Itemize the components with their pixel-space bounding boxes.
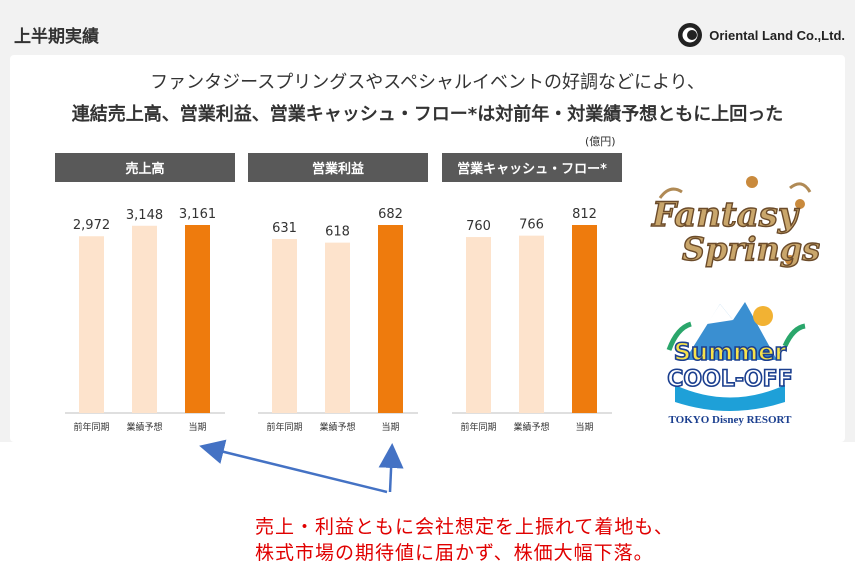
unit-label: (億円) [585, 135, 616, 148]
annotation-line-2: 株式市場の期待値に届かず、株価大幅下落。 [255, 542, 654, 564]
fantasy-springs-logo: Fantasy Springs [640, 168, 821, 273]
sales-bar-prior-year [79, 236, 104, 413]
operating-income-category-label-current: 当期 [381, 421, 399, 433]
page-title: 上半期実績 [14, 27, 99, 47]
sales-value-label-prior-year: 2,972 [73, 218, 110, 233]
sales-bar-current [185, 225, 210, 413]
springs-text: Springs [682, 230, 820, 268]
chart-header-sales: 売上高 [55, 153, 235, 182]
sales-category-label-forecast: 業績予想 [126, 421, 162, 433]
operating-cashflow-bar-current [572, 225, 597, 413]
arrow-to-operating-income-chart [378, 443, 404, 493]
operating-income-value-label-current: 682 [378, 207, 403, 222]
sales-category-label-current: 当期 [188, 421, 206, 433]
operating-cashflow-value-label-prior-year: 760 [466, 219, 491, 234]
headline-line-1: ファンタジースプリングスやスペシャルイベントの好調などにより、 [150, 72, 705, 93]
fantasy-springs-image-icon: Fantasy Springs [650, 176, 821, 269]
operating-income-value-label-forecast: 618 [325, 225, 350, 240]
oriental-land-logo-icon [678, 23, 703, 47]
sales-category-label-prior-year: 前年同期 [73, 421, 109, 433]
sales-value-label-current: 3,161 [179, 207, 216, 222]
operating-cashflow-bar-forecast [519, 235, 544, 413]
sales-bar-forecast [132, 225, 157, 413]
summer-cool-off-logo: Summer COOL-OFF TOKYO Disney RESORT [645, 290, 815, 430]
headline-line-2: 連結売上高、営業利益、営業キャッシュ・フロー*は対前年・対業績予想ともに上回った [71, 104, 784, 125]
sales-value-label-forecast: 3,148 [126, 208, 163, 223]
operating-income-bar-current [378, 225, 403, 413]
operating-income-bar-forecast [325, 242, 350, 413]
arrow-to-sales-chart [199, 439, 388, 494]
operating-income-bar-prior-year [272, 239, 297, 413]
fantasy-text: Fantasy [651, 195, 800, 235]
summer-text: Summer [674, 338, 787, 366]
operating-cashflow-bar-prior-year [466, 237, 491, 413]
company-logo: Oriental Land Co.,Ltd. [677, 22, 845, 48]
operating-cashflow-value-label-forecast: 766 [519, 218, 544, 233]
operating-cashflow-category-label-current: 当期 [575, 421, 593, 433]
chart-header-operating-income: 営業利益 [248, 153, 428, 182]
operating-cashflow-value-label-current: 812 [572, 207, 597, 222]
summer-cool-off-image-icon: Summer COOL-OFF TOKYO Disney RESORT [666, 302, 806, 426]
operating-income-category-label-prior-year: 前年同期 [266, 421, 302, 433]
brand-name: Oriental Land Co.,Ltd. [709, 27, 845, 43]
annotation-line-1: 売上・利益ともに会社想定を上振れて着地も、 [255, 516, 674, 538]
operating-income-value-label-prior-year: 631 [272, 221, 297, 236]
tokyo-disney-resort-text: TOKYO Disney RESORT [669, 414, 793, 426]
operating-cashflow-category-label-forecast: 業績予想 [513, 421, 549, 433]
cool-off-text: COOL-OFF [667, 367, 792, 392]
operating-income-category-label-forecast: 業績予想 [319, 421, 355, 433]
operating-cashflow-category-label-prior-year: 前年同期 [460, 421, 496, 433]
chart-header-operating-cashflow: 営業キャッシュ・フロー* [442, 153, 622, 182]
